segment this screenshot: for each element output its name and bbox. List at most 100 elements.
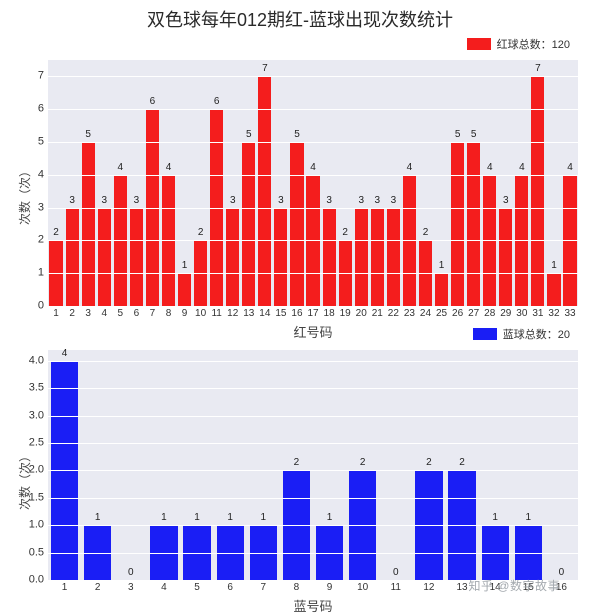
gridline — [48, 470, 578, 471]
bar-column: 45 — [112, 163, 128, 306]
bar-column: 611 — [209, 97, 225, 306]
xtick: 5 — [181, 582, 214, 593]
bar — [66, 208, 79, 306]
xtick: 18 — [321, 308, 337, 319]
bar-value-label: 2 — [198, 228, 204, 238]
xtick: 28 — [482, 308, 498, 319]
ytick: 2.5 — [29, 438, 44, 449]
bar-value-label: 2 — [294, 458, 300, 468]
bar-column: 14 — [147, 513, 180, 580]
xtick: 3 — [114, 582, 147, 593]
bar — [82, 142, 95, 306]
gridline — [48, 553, 578, 554]
bar-value-label: 3 — [101, 196, 107, 206]
bar-column: 19 — [313, 513, 346, 580]
gridline — [48, 109, 578, 110]
bar-value-label: 7 — [535, 64, 541, 74]
xtick: 27 — [466, 308, 482, 319]
xtick: 8 — [160, 308, 176, 319]
xtick: 33 — [562, 308, 578, 319]
bar-column: 320 — [353, 196, 369, 306]
bar-column: 433 — [562, 163, 578, 306]
bar-value-label: 2 — [53, 228, 59, 238]
xtick: 2 — [64, 308, 80, 319]
bar-value-label: 2 — [423, 228, 429, 238]
bar-column: 526 — [450, 130, 466, 306]
gridline — [48, 208, 578, 209]
bar-value-label: 3 — [391, 196, 397, 206]
xtick: 10 — [346, 582, 379, 593]
bar-column: 312 — [225, 196, 241, 306]
xtick: 17 — [305, 308, 321, 319]
bar-column: 28 — [280, 458, 313, 580]
xtick: 7 — [144, 308, 160, 319]
bar — [178, 273, 191, 306]
bar-value-label: 4 — [310, 163, 316, 173]
gridline — [48, 498, 578, 499]
bar-value-label: 2 — [342, 228, 348, 238]
bar-column: 36 — [128, 196, 144, 306]
bar-column: 125 — [434, 261, 450, 306]
legend-red: 红球总数：120 — [467, 36, 570, 52]
xtick: 11 — [209, 308, 225, 319]
ytick: 4.0 — [29, 355, 44, 366]
xtick: 1 — [48, 308, 64, 319]
xtick: 24 — [417, 308, 433, 319]
bar-column: 318 — [321, 196, 337, 306]
bar-value-label: 5 — [455, 130, 461, 140]
bar — [323, 208, 336, 306]
ytick: 3.5 — [29, 383, 44, 394]
red-bars: 2132533445366748192106113125137143155164… — [48, 60, 578, 306]
xtick: 12 — [225, 308, 241, 319]
bar-value-label: 5 — [294, 130, 300, 140]
watermark: 知乎 @数字故事 — [468, 577, 560, 594]
xtick: 3 — [80, 308, 96, 319]
legend-swatch-red — [467, 38, 491, 50]
bar-value-label: 0 — [393, 568, 399, 578]
xtick: 15 — [273, 308, 289, 319]
gridline — [48, 240, 578, 241]
bar — [531, 76, 544, 306]
ytick: 1.0 — [29, 520, 44, 531]
xtick: 14 — [257, 308, 273, 319]
legend-blue-label: 蓝球总数：20 — [503, 326, 570, 342]
bar-value-label: 5 — [471, 130, 477, 140]
bar-value-label: 3 — [278, 196, 284, 206]
ytick: 2 — [38, 235, 44, 246]
bar-value-label: 3 — [134, 196, 140, 206]
bar-column: 17 — [247, 513, 280, 580]
bar-column: 67 — [144, 97, 160, 306]
gridline — [48, 142, 578, 143]
bar-value-label: 4 — [567, 163, 573, 173]
xtick: 2 — [81, 582, 114, 593]
xtick: 16 — [289, 308, 305, 319]
xtick: 19 — [337, 308, 353, 319]
bar-column: 213 — [446, 458, 479, 580]
xtick: 10 — [193, 308, 209, 319]
bar-value-label: 4 — [166, 163, 172, 173]
xtick: 9 — [177, 308, 193, 319]
blue-xlabel: 蓝号码 — [48, 596, 578, 614]
bar-column: 315 — [273, 196, 289, 306]
bar — [547, 273, 560, 306]
xtick: 22 — [385, 308, 401, 319]
bar-column: 53 — [80, 130, 96, 306]
bar-value-label: 3 — [358, 196, 364, 206]
bar-column: 114 — [479, 513, 512, 580]
bar — [226, 208, 239, 306]
bar-value-label: 1 — [227, 513, 233, 523]
xtick: 26 — [450, 308, 466, 319]
xtick: 1 — [48, 582, 81, 593]
gridline — [48, 443, 578, 444]
bar-column: 48 — [160, 163, 176, 306]
xtick: 6 — [128, 308, 144, 319]
bar-column: 34 — [96, 196, 112, 306]
gridline — [48, 416, 578, 417]
bar-column: 41 — [48, 349, 81, 580]
page: 双色球每年012期红-蓝球出现次数统计 红球总数：120 次数（次） 21325… — [0, 0, 600, 614]
bar-column: 12 — [81, 513, 114, 580]
bar-value-label: 1 — [551, 261, 557, 271]
bar-column: 115 — [512, 513, 545, 580]
bar — [242, 142, 255, 306]
bar-value-label: 7 — [262, 64, 268, 74]
